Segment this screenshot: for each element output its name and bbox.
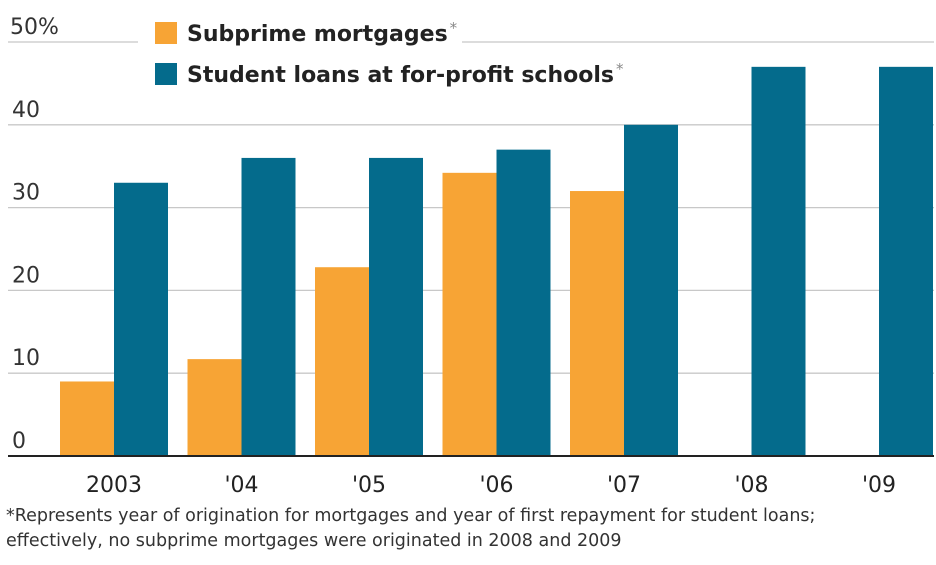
x-tick-label: '07 bbox=[607, 473, 641, 498]
legend-marker: * bbox=[616, 60, 624, 78]
bar-student-loans bbox=[114, 182, 168, 456]
x-tick-label: '09 bbox=[862, 473, 896, 498]
legend-marker: * bbox=[450, 19, 458, 37]
bar-student-loans bbox=[496, 149, 551, 456]
bar-student-loans bbox=[751, 66, 806, 456]
bar-subprime-mortgages bbox=[442, 172, 497, 456]
footnote: *Represents year of origination for mort… bbox=[6, 504, 931, 554]
y-tick-label: 0 bbox=[12, 429, 26, 454]
bar-student-loans bbox=[624, 124, 678, 457]
legend-swatch bbox=[155, 63, 177, 85]
legend-swatch bbox=[155, 22, 177, 44]
x-tick-label: '04 bbox=[224, 473, 258, 498]
bar-student-loans bbox=[241, 157, 296, 457]
bar-subprime-mortgages bbox=[187, 359, 242, 456]
bar-subprime-mortgages bbox=[570, 191, 624, 457]
y-tick-label: 30 bbox=[12, 181, 40, 206]
x-tick-label: 2003 bbox=[86, 473, 142, 498]
y-tick-label: 40 bbox=[12, 98, 40, 123]
footnote-line-2: effectively, no subprime mortgages were … bbox=[6, 531, 622, 551]
x-tick-label: '05 bbox=[352, 473, 386, 498]
y-tick-label: 20 bbox=[12, 263, 40, 288]
y-tick-label: 50% bbox=[10, 15, 59, 40]
legend-label: Student loans at for-profit schools bbox=[187, 63, 614, 88]
bar-student-loans bbox=[879, 66, 933, 456]
bar-subprime-mortgages bbox=[60, 381, 114, 456]
x-tick-label: '08 bbox=[734, 473, 768, 498]
x-tick-label: '06 bbox=[479, 473, 513, 498]
bar-student-loans bbox=[369, 157, 423, 457]
bar-chart: 0 10 20 30 40 50% 2003 '04 '05 '06 '07 '08 '09 Subpri… bbox=[8, 15, 934, 498]
legend-label: Subprime mortgages bbox=[187, 22, 448, 47]
footnote-line-1: *Represents year of origination for mort… bbox=[6, 506, 816, 526]
bar-subprime-mortgages bbox=[315, 267, 369, 456]
y-tick-label: 10 bbox=[12, 346, 40, 371]
